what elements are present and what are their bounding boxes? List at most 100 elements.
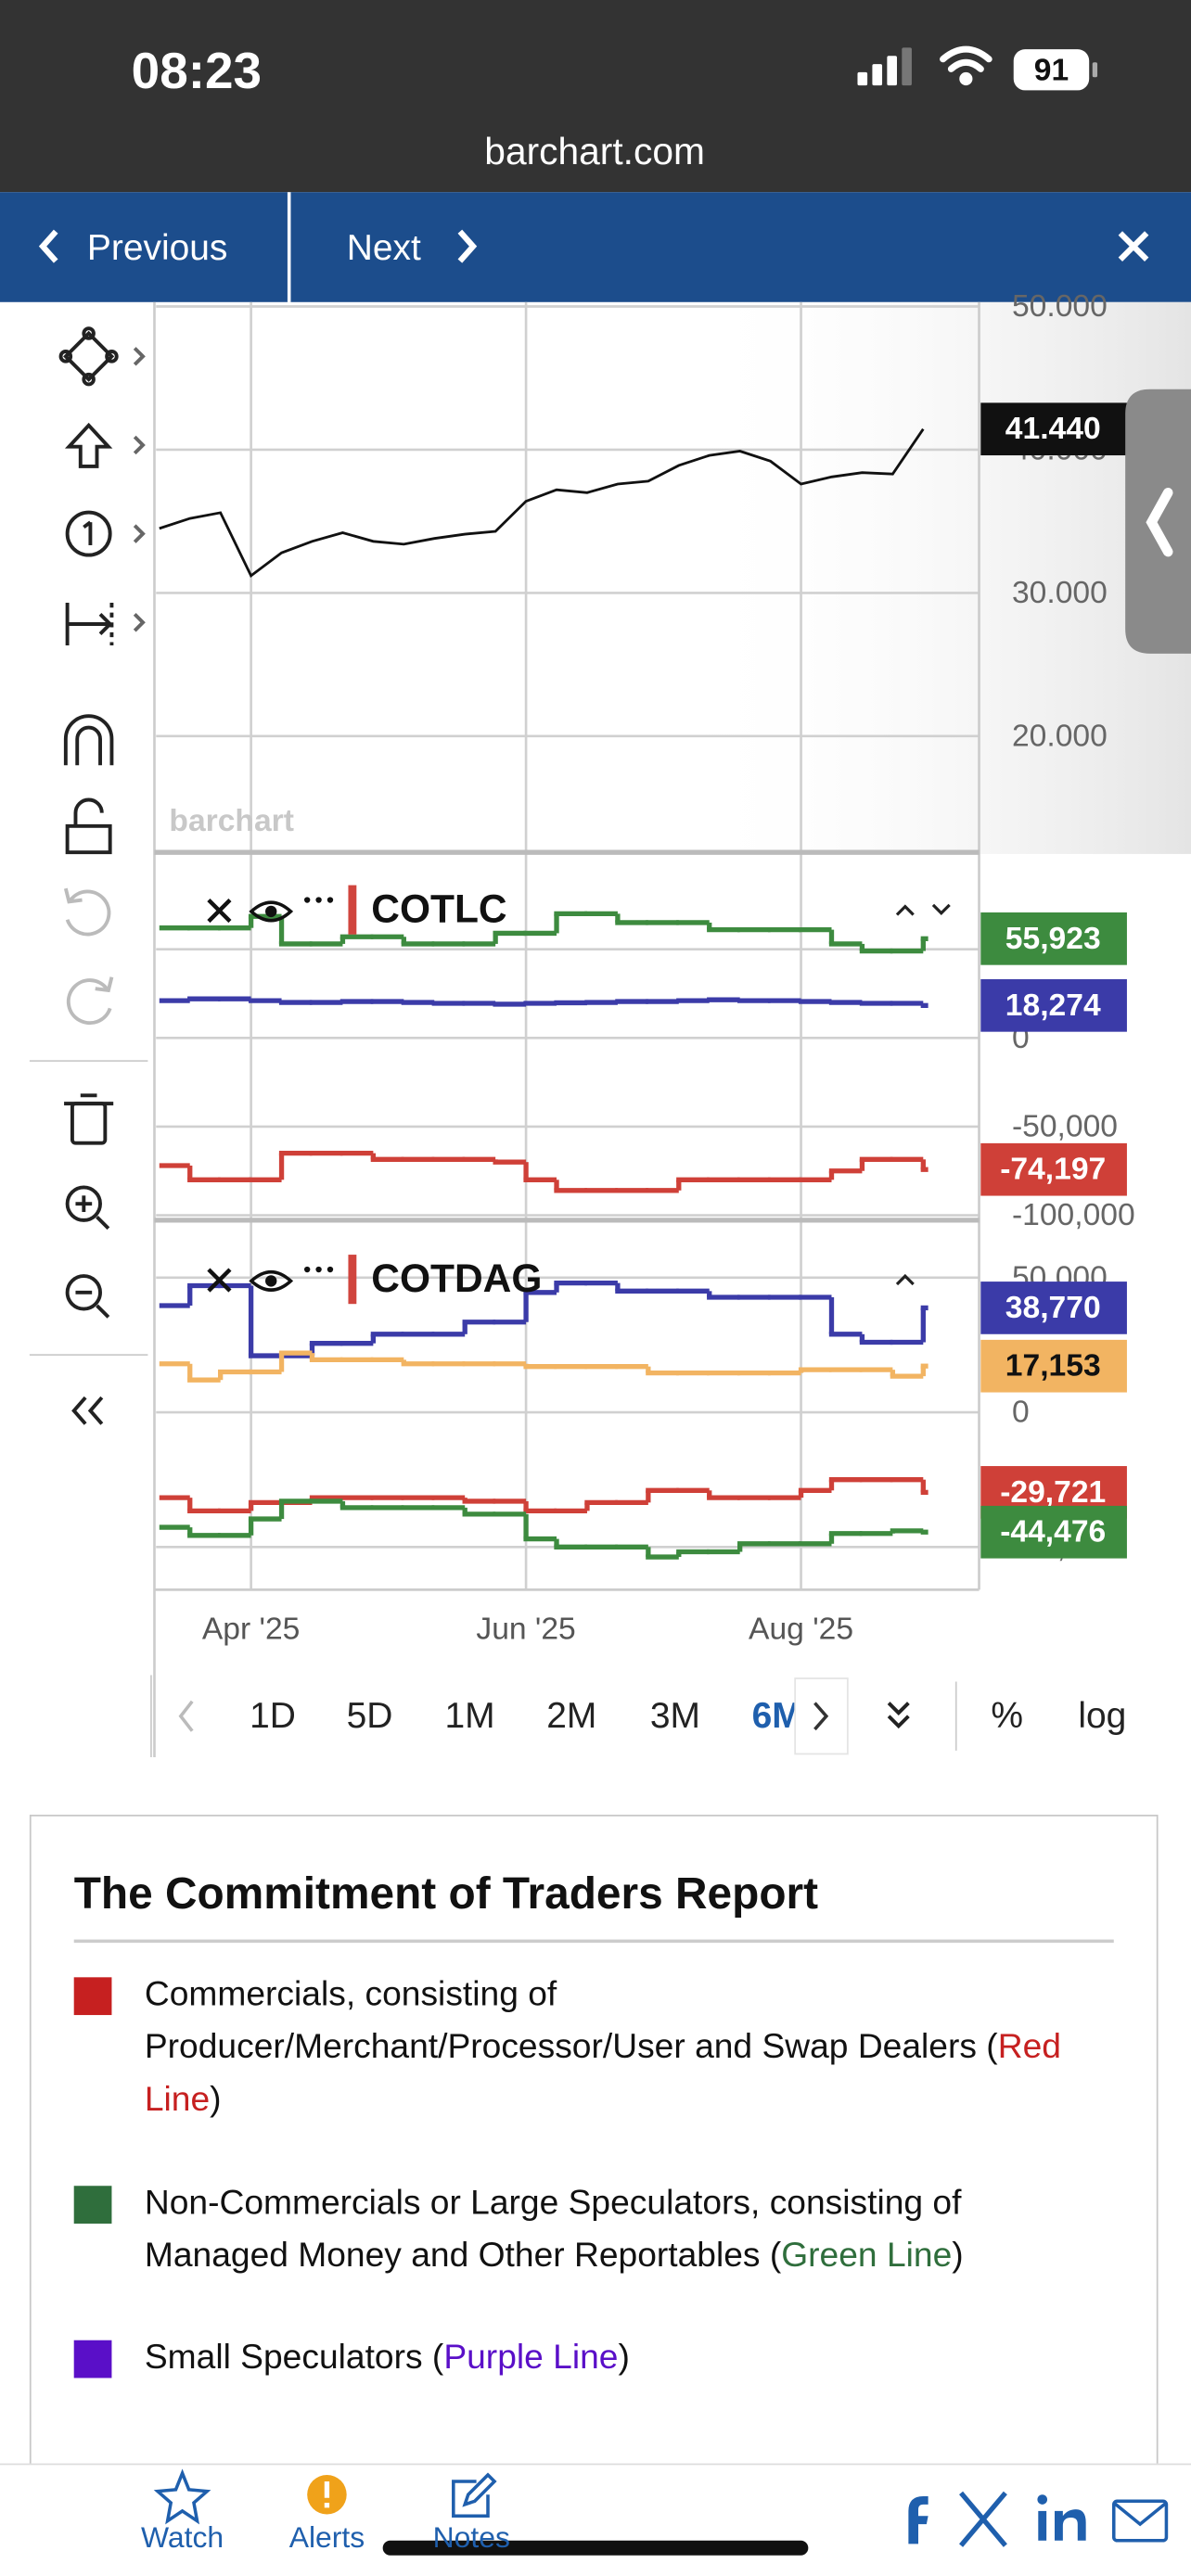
battery-level: 91: [1034, 54, 1069, 88]
watermark: barchart: [169, 804, 294, 838]
magnet-tool[interactable]: [63, 714, 114, 766]
pane-title: COTLC: [371, 888, 506, 932]
scale-toggle[interactable]: log: [1078, 1696, 1126, 1736]
value-tag-label: -74,197: [1000, 1153, 1106, 1187]
value-tag-label: 55,923: [1005, 922, 1101, 956]
x-tick-label: Apr '25: [202, 1612, 301, 1646]
pane-close[interactable]: [207, 898, 232, 924]
pane-up[interactable]: [895, 1273, 915, 1286]
nav-bar: [0, 192, 1191, 302]
redo-button[interactable]: [66, 976, 114, 1026]
pane-title: COTDAG: [371, 1257, 542, 1301]
value-tag-label: -44,476: [1000, 1515, 1106, 1549]
item-text: ): [210, 2080, 222, 2119]
close-button[interactable]: [1118, 231, 1149, 262]
next-chevron[interactable]: [457, 229, 478, 263]
pane-menu-dot[interactable]: [315, 1266, 322, 1273]
item-text: Commercials, consisting of Producer/Merc…: [144, 1975, 998, 2066]
pane-menu-dot[interactable]: [327, 1266, 334, 1273]
value-tag: [980, 1505, 1127, 1559]
alerts-mark: [324, 2481, 330, 2498]
pane-menu-dot[interactable]: [303, 897, 311, 903]
scroll-right-chevron[interactable]: [813, 1702, 829, 1731]
price-line: [159, 427, 925, 579]
watch-icon[interactable]: [153, 2468, 211, 2525]
alerts-label[interactable]: Alerts: [288, 2520, 365, 2554]
value-tag: [980, 1282, 1127, 1334]
x-tick-label: Jun '25: [476, 1612, 575, 1646]
drawer-tab[interactable]: [1125, 389, 1191, 654]
timeframe-button[interactable]: 5D: [347, 1696, 393, 1736]
line-name: Green Line: [781, 2237, 953, 2275]
notes-label[interactable]: Notes: [432, 2520, 510, 2554]
item-text: Non-Commercials or Large Speculators, co…: [144, 2184, 962, 2275]
alerts-dot: [324, 2503, 330, 2508]
timeframe-button[interactable]: 1D: [250, 1696, 296, 1736]
legend-swatch: [73, 2340, 112, 2378]
watch-label[interactable]: Watch: [141, 2520, 224, 2554]
collapse-button[interactable]: [71, 1396, 104, 1425]
delete-button[interactable]: [64, 1093, 114, 1145]
signal-icon: [857, 47, 912, 86]
pane-ui-layer: barchart COTLC COTDAG Apr '25 Jun '25 Aug '25: [169, 804, 951, 1646]
report-item: Non-Commercials or Large Speculators, co…: [73, 2177, 1097, 2282]
more-chevron[interactable]: [887, 1715, 910, 1729]
measure-tool[interactable]: [65, 602, 146, 646]
scale-toggle[interactable]: %: [991, 1696, 1023, 1736]
zoom-in-button[interactable]: [65, 1185, 110, 1231]
pane-menu-dot[interactable]: [303, 1266, 311, 1273]
home-indicator: [382, 2540, 809, 2556]
y-tick-label: 30.000: [1012, 576, 1108, 610]
pane-visibility[interactable]: [249, 1269, 294, 1292]
undo-button[interactable]: [63, 887, 111, 937]
pane-color-bar: [348, 1255, 357, 1305]
item-text: ): [618, 2338, 630, 2377]
pane-menu-dot[interactable]: [327, 897, 334, 903]
y-tick-label: -50,000: [1012, 1109, 1118, 1143]
toolbar: [29, 326, 148, 1425]
legend-swatch: [73, 1977, 112, 2016]
timeframe-left[interactable]: [178, 1700, 194, 1732]
legend-swatch: [73, 2186, 112, 2224]
pane-visibility[interactable]: [249, 900, 294, 923]
pane-close[interactable]: [207, 1268, 232, 1293]
drawer-chevron[interactable]: [1146, 487, 1173, 557]
shape-tool[interactable]: [58, 326, 146, 387]
prev-chevron[interactable]: [38, 229, 58, 263]
report-title: The Commitment of Traders Report: [73, 1868, 819, 1919]
report-item: Small Speculators (Purple Line): [73, 2332, 1097, 2385]
arrow-tool[interactable]: [64, 422, 146, 468]
app-view: 08:23 91 barchart.com Previous Next 20.0…: [0, 0, 1191, 1758]
timeframe-button[interactable]: 1M: [444, 1696, 494, 1736]
value-tag-label: -29,721: [1000, 1475, 1106, 1510]
line-name: Purple Line: [443, 2338, 619, 2377]
battery-tip: [1092, 62, 1098, 78]
address: barchart.com: [484, 130, 705, 172]
pane-down[interactable]: [931, 903, 951, 915]
linkedin-icon[interactable]: [1037, 2494, 1086, 2541]
scroll-right-button[interactable]: [794, 1677, 849, 1755]
x-icon[interactable]: [959, 2491, 1007, 2547]
annotation-tool[interactable]: [65, 510, 146, 557]
zoom-out-button[interactable]: [65, 1274, 110, 1319]
facebook-icon[interactable]: [908, 2495, 928, 2544]
pane-menu-dot[interactable]: [315, 897, 322, 903]
battery-icon: [1013, 49, 1090, 91]
mail-icon[interactable]: [1111, 2499, 1169, 2543]
value-tag-label: 18,274: [1005, 988, 1101, 1023]
previous-button[interactable]: Previous: [87, 228, 228, 268]
report-card: The Commitment of Traders Report Commerc…: [29, 1814, 1159, 2505]
notes-icon[interactable]: [452, 2472, 497, 2518]
y-tick-label: -100,000: [1012, 1198, 1135, 1232]
lock-tool[interactable]: [65, 797, 112, 855]
item-text: Small Speculators (: [144, 2338, 444, 2377]
more-chevron[interactable]: [887, 1702, 910, 1715]
next-button[interactable]: Next: [347, 228, 421, 268]
timeframe-button[interactable]: 3M: [650, 1696, 700, 1736]
pane-up[interactable]: [895, 904, 915, 916]
pane-visibility-pupil: [265, 905, 277, 918]
y-tick-label: 0: [1012, 1396, 1030, 1430]
timeframe-button[interactable]: 6M: [752, 1696, 802, 1736]
timeframe-button[interactable]: 2M: [546, 1696, 596, 1736]
marks-layer: [159, 427, 928, 1560]
